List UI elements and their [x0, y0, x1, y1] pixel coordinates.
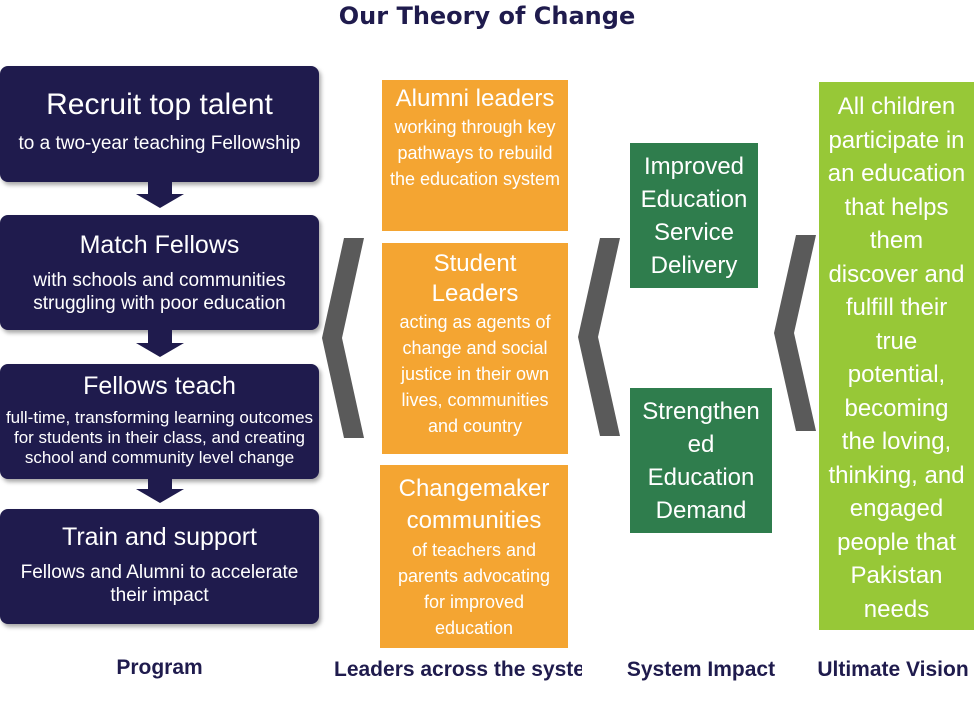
program-heading: Fellows teach: [83, 372, 236, 400]
program-box-match: Match Fellows with schools and communiti…: [0, 215, 319, 330]
leaders-box-alumni: Alumni leaders working through key pathw…: [382, 80, 568, 231]
program-box-teach: Fellows teach full-time, transforming le…: [0, 364, 319, 479]
program-box-train: Train and support Fellows and Alumni to …: [0, 509, 319, 624]
program-heading: Train and support: [61, 523, 258, 551]
chevron-left-icon: [774, 235, 816, 431]
flow-arrow-3: [148, 479, 172, 489]
leaders-box-student: Student Leaders acting as agents of chan…: [382, 243, 568, 454]
program-heading: Match Fellows: [79, 231, 240, 259]
vision-box: All children participate in an education…: [819, 82, 974, 630]
program-box-recruit: Recruit top talent to a two-year teachin…: [0, 66, 319, 182]
impact-box-demand: Strengthen ed Education Demand: [630, 388, 772, 533]
leaders-sub: of teachers and parents advocating for i…: [397, 540, 551, 638]
column-label-leaders: Leaders across the syste: [334, 658, 582, 681]
program-sub: to a two-year teaching Fellowship: [18, 133, 301, 154]
flow-arrow-1: [148, 182, 172, 194]
leaders-box-changemaker: Changemaker communities of teachers and …: [380, 465, 568, 648]
program-sub: with schools and communities struggling …: [33, 270, 286, 314]
flow-arrowhead-1: [136, 194, 184, 208]
impact-box-delivery: Improved Education Service Delivery: [630, 143, 758, 288]
flow-arrowhead-3: [136, 489, 184, 503]
leaders-heading: Changemaker communities: [398, 475, 550, 534]
leaders-sub: acting as agents of change and social ju…: [399, 312, 551, 436]
leaders-heading: Student Leaders: [431, 250, 519, 307]
program-sub: full-time, transforming learning outcome…: [5, 408, 314, 467]
program-sub: Fellows and Alumni to accelerate their i…: [20, 562, 299, 606]
chevron-left-icon: [578, 238, 620, 436]
column-label-vision: Ultimate Vision: [817, 658, 969, 681]
program-heading: Recruit top talent: [46, 88, 273, 121]
leaders-heading: Alumni leaders: [395, 85, 555, 112]
column-label-impact: System Impact: [626, 658, 776, 681]
flow-arrow-2: [148, 330, 172, 343]
chevron-left-icon: [322, 238, 364, 438]
leaders-sub: working through key pathways to rebuild …: [389, 117, 561, 189]
diagram-title: Our Theory of Change: [338, 2, 636, 30]
column-label-program: Program: [116, 656, 203, 679]
flow-arrowhead-2: [136, 343, 184, 357]
